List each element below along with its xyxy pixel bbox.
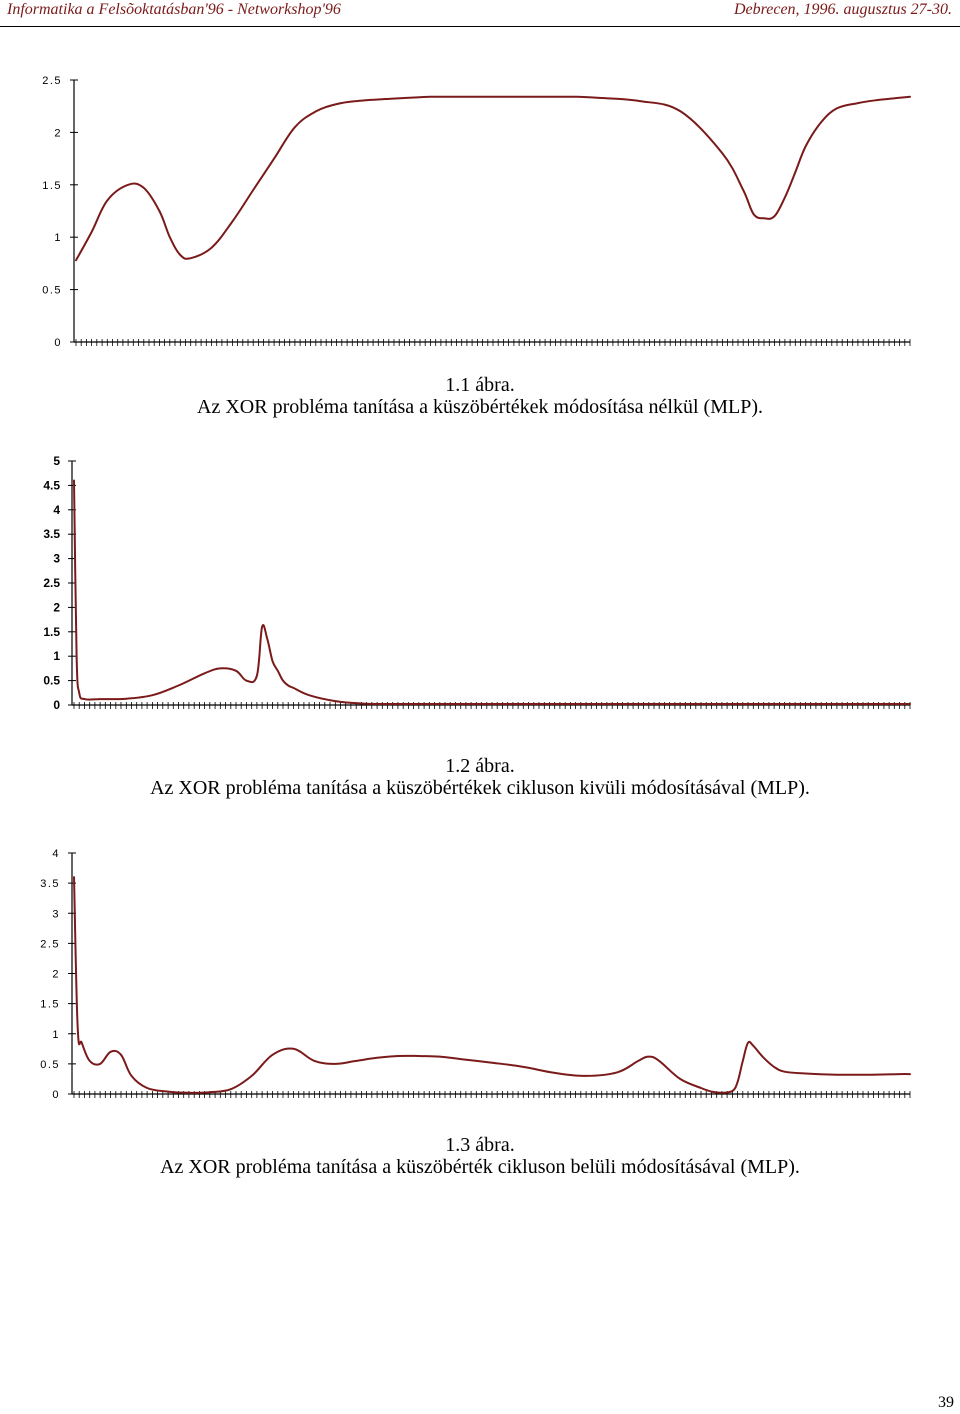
series-line <box>73 479 911 706</box>
y-tick-label: 1 <box>52 1029 60 1041</box>
y-tick-label: 0.5 <box>42 285 62 297</box>
y-tick-label: 1.5 <box>42 180 62 192</box>
y-tick-label: 5 <box>53 454 60 468</box>
chart-figure-1-2: 0 0.5 1 1.5 2 2.5 3 3.5 4 4.5 5 <box>43 454 911 712</box>
page-header: Informatika a Felsõoktatásban'96 - Netwo… <box>0 0 960 27</box>
figure-1-2-number: 1.2 ábra. <box>445 755 515 777</box>
y-tick-label: 1.5 <box>40 999 60 1011</box>
y-tick-label: 4 <box>53 503 60 517</box>
figure-1-3-caption: 1.3 ábra. Az XOR probléma tanítása a küs… <box>0 1134 960 1178</box>
y-tick-label: 1 <box>54 232 62 244</box>
figure-1-2-text: Az XOR probléma tanítása a küszöbértékek… <box>150 777 810 799</box>
figure-1-3-number: 1.3 ábra. <box>445 1134 515 1156</box>
figure-1-1-number: 1.1 ábra. <box>445 374 515 396</box>
series-line <box>75 95 911 262</box>
figure-1-1-text: Az XOR probléma tanítása a küszöbértékek… <box>197 396 763 418</box>
y-tick-label: 3 <box>52 908 60 920</box>
y-tick-label: 0 <box>52 1089 60 1101</box>
y-tick-label: 2.5 <box>42 75 62 87</box>
y-tick-label: 0.5 <box>40 1059 60 1071</box>
y-tick-label: 4 <box>52 848 60 860</box>
chart-figure-1-3: 0 0.5 1 1.5 2 2.5 3 3.5 4 <box>40 848 911 1101</box>
series-line <box>73 876 911 1094</box>
y-tick-label: 4.5 <box>43 478 60 492</box>
figure-1-2-caption: 1.2 ábra. Az XOR probléma tanítása a küs… <box>0 755 960 799</box>
header-left-text: Informatika a Felsõoktatásban'96 - Netwo… <box>7 1 341 18</box>
y-tick-label: 1 <box>53 649 60 663</box>
figure-1-3-text: Az XOR probléma tanítása a küszöbérték c… <box>160 1156 800 1178</box>
y-tick-label: 2.5 <box>43 576 60 590</box>
y-tick-label: 2 <box>53 600 60 614</box>
y-tick-label: 3.5 <box>43 527 60 541</box>
y-tick-label: 0 <box>53 698 60 712</box>
y-tick-label: 3 <box>53 552 60 566</box>
y-tick-label: 0 <box>54 337 62 349</box>
y-tick-label: 2 <box>52 969 60 981</box>
chart-figure-1-1: 0 0.5 1 1.5 2 2.5 <box>42 75 911 349</box>
header-right-text: Debrecen, 1996. augusztus 27-30. <box>733 1 952 18</box>
page-number: 39 <box>938 1394 954 1411</box>
y-tick-label: 2 <box>54 127 62 139</box>
y-tick-label: 3.5 <box>40 878 60 890</box>
figure-1-1-caption: 1.1 ábra. Az XOR probléma tanítása a küs… <box>0 374 960 418</box>
y-tick-label: 0.5 <box>43 674 60 688</box>
y-tick-label: 2.5 <box>40 938 60 950</box>
y-tick-label: 1.5 <box>43 625 60 639</box>
